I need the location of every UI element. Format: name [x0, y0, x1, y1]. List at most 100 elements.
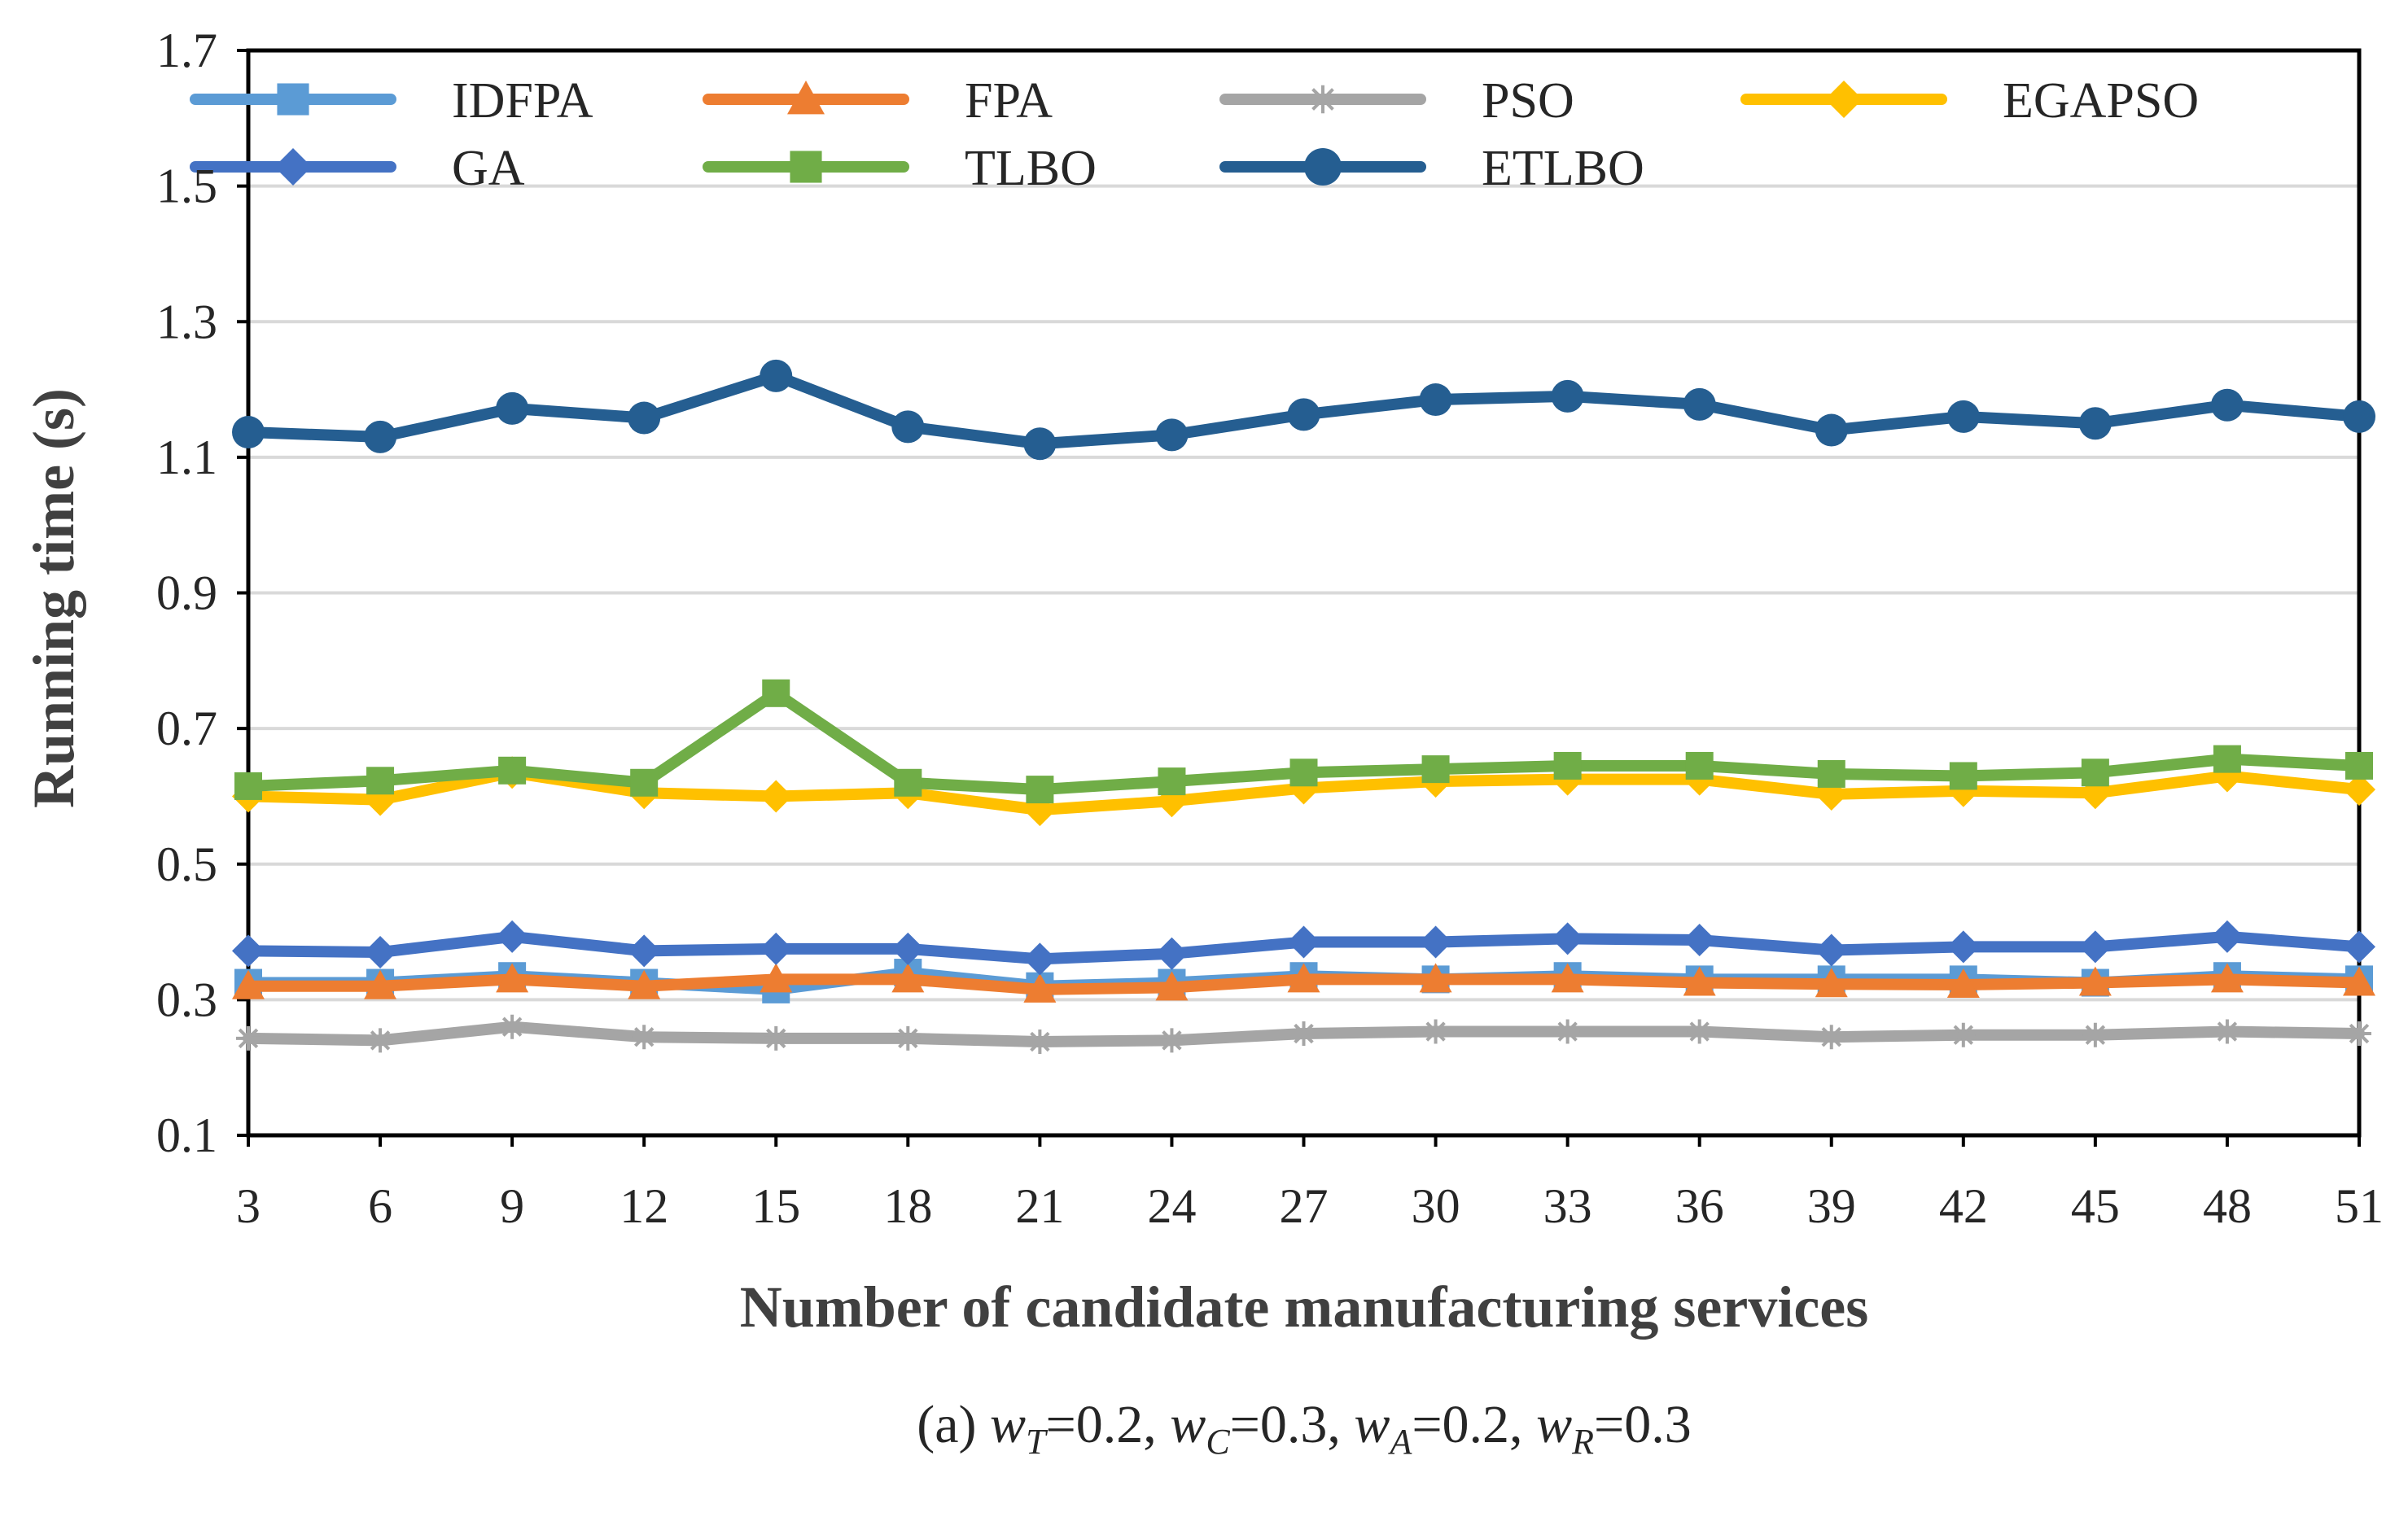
- x-tick-label: 45: [2071, 1179, 2120, 1233]
- data-point-etlbo: [2210, 388, 2244, 422]
- data-point-pso: [1950, 1022, 1976, 1047]
- series-pso: [236, 1014, 2371, 1055]
- data-point-ga: [232, 934, 265, 968]
- data-point-etlbo: [232, 416, 265, 449]
- legend-marker-fpa: [787, 81, 825, 115]
- data-point-etlbo: [628, 401, 661, 435]
- legend-label-tlbo: TLBO: [965, 141, 1097, 196]
- data-point-ga: [1419, 925, 1452, 959]
- data-point-pso: [632, 1025, 657, 1050]
- legend-marker-egapso: [1825, 81, 1863, 118]
- y-tick-label: 0.3: [156, 973, 217, 1026]
- caption-weight-var: w: [1170, 1395, 1206, 1454]
- data-point-ga: [2343, 930, 2375, 964]
- data-point-ga: [1683, 924, 1716, 957]
- y-tick-label: 1.7: [156, 24, 217, 77]
- data-point-ga: [1946, 930, 1980, 964]
- x-tick-label: 48: [2203, 1179, 2252, 1233]
- x-tick-label: 39: [1807, 1179, 1856, 1233]
- axes: [237, 48, 2362, 1147]
- legend-label-idfpa: IDFPA: [452, 73, 593, 129]
- data-point-ga: [891, 932, 925, 965]
- legend-item-idfpa: IDFPA: [190, 73, 593, 129]
- legend-marker-pso: [1308, 85, 1338, 114]
- y-tick-label: 0.1: [156, 1108, 217, 1162]
- legend-label-egapso: EGAPSO: [2003, 73, 2199, 129]
- data-point-ga: [1023, 942, 1057, 976]
- legend-item-pso: PSO: [1219, 73, 1574, 129]
- x-tick-label: 18: [883, 1179, 932, 1233]
- data-point-tlbo: [1026, 776, 1054, 804]
- data-point-ga: [1815, 933, 1848, 967]
- caption-weight-value: =0.3,: [1230, 1395, 1355, 1454]
- data-point-tlbo: [630, 768, 659, 797]
- x-tick-label: 24: [1147, 1179, 1196, 1233]
- data-point-fpa: [1551, 963, 1584, 993]
- data-point-fpa: [1683, 966, 1716, 996]
- data-point-ga: [364, 936, 397, 969]
- data-point-pso: [764, 1025, 789, 1051]
- series-fpa: [232, 963, 2375, 1003]
- data-point-pso: [236, 1025, 261, 1051]
- data-point-fpa: [2078, 966, 2112, 996]
- caption-weight-var: w: [1536, 1395, 1572, 1454]
- data-point-fpa: [760, 963, 793, 993]
- data-point-tlbo: [2081, 758, 2109, 787]
- data-point-fpa: [891, 963, 925, 993]
- legend-item-egapso: EGAPSO: [1740, 73, 2199, 129]
- data-point-fpa: [1815, 968, 1848, 998]
- legend-marker-ga: [274, 148, 312, 186]
- data-point-pso: [1819, 1025, 1844, 1050]
- y-tick-label: 0.9: [156, 566, 217, 620]
- caption-prefix: (a): [917, 1395, 990, 1454]
- data-point-fpa: [364, 969, 397, 999]
- legend-item-etlbo: ETLBO: [1219, 141, 1644, 196]
- data-point-ga: [760, 932, 793, 965]
- data-point-tlbo: [1289, 758, 1318, 787]
- caption-weight-subscript: T: [1026, 1422, 1049, 1462]
- x-tick-label: 15: [751, 1179, 800, 1233]
- data-point-etlbo: [1287, 398, 1320, 431]
- caption-weight-value: =0.3: [1594, 1395, 1692, 1454]
- data-point-fpa: [1023, 973, 1057, 1003]
- y-tick-label: 1.1: [156, 431, 217, 484]
- data-point-etlbo: [891, 410, 925, 444]
- data-point-etlbo: [1815, 413, 1848, 447]
- data-point-tlbo: [1158, 767, 1186, 796]
- data-point-ga: [1287, 925, 1320, 959]
- data-point-ga: [628, 934, 661, 968]
- caption-weight-value: =0.2,: [1046, 1395, 1171, 1454]
- caption-weight-subscript: A: [1387, 1422, 1412, 1462]
- y-axis-title: Running time (s): [21, 388, 86, 808]
- data-point-fpa: [1287, 963, 1320, 993]
- data-point-fpa: [496, 963, 529, 993]
- data-point-pso: [1555, 1019, 1580, 1044]
- y-tick-label: 0.5: [156, 837, 217, 891]
- data-point-tlbo: [762, 679, 790, 707]
- legend-item-fpa: FPA: [703, 73, 1053, 129]
- data-point-egapso: [2343, 773, 2375, 807]
- data-point-pso: [1159, 1028, 1184, 1053]
- legend: IDFPA FPA PSO EGAPSO GA TLBO ETLBO: [190, 73, 2199, 196]
- data-point-pso: [2082, 1022, 2108, 1047]
- data-point-etlbo: [2078, 407, 2112, 440]
- data-point-fpa: [2210, 963, 2244, 993]
- data-point-fpa: [1419, 963, 1452, 993]
- data-point-tlbo: [2345, 751, 2373, 780]
- y-tick-label: 1.5: [156, 160, 217, 213]
- data-point-pso: [1027, 1030, 1053, 1055]
- figure-caption: (a) wT=0.2, wC=0.3, wA=0.2, wR=0.3: [917, 1395, 1691, 1462]
- x-axis-title: Number of candidate manufacturing servic…: [740, 1274, 1869, 1340]
- data-point-pso: [1423, 1019, 1448, 1044]
- caption-weight-value: =0.2,: [1412, 1395, 1536, 1454]
- x-tick-label: 42: [1939, 1179, 1988, 1233]
- data-point-pso: [500, 1014, 525, 1039]
- data-point-tlbo: [2213, 745, 2241, 773]
- legend-label-ga: GA: [452, 141, 525, 196]
- x-tick-label: 12: [620, 1179, 668, 1233]
- legend-marker-idfpa: [277, 83, 309, 116]
- x-tick-label: 33: [1543, 1179, 1592, 1233]
- legend-marker-etlbo: [1304, 148, 1342, 186]
- data-point-pso: [368, 1028, 393, 1053]
